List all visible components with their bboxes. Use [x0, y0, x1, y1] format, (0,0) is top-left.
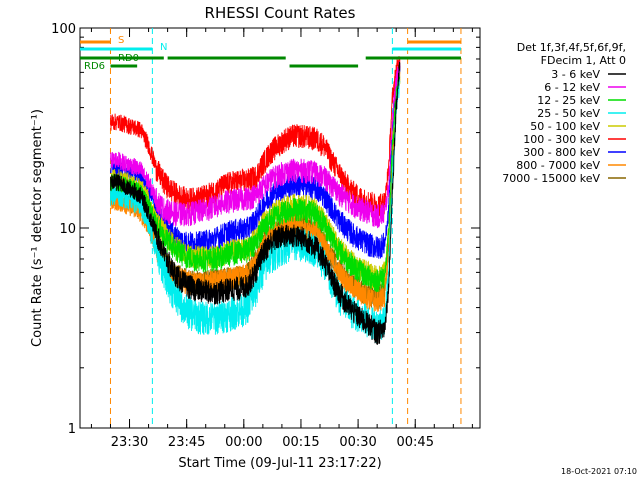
series-line	[110, 61, 401, 346]
chart-title: RHESSI Count Rates	[205, 4, 356, 22]
plot-area: 1 10 100 23:30 23:45 00:00 00:15 00:30 00:45 S N RD…	[51, 22, 481, 450]
flag-label: RD6	[84, 61, 105, 72]
footer-date: 18-Oct-2021 07:10	[561, 467, 637, 476]
legend-entry-label: 7000 - 15000 keV	[502, 172, 600, 185]
x-tick-label: 23:45	[168, 435, 205, 450]
x-tick-label: 00:45	[397, 435, 434, 450]
x-axis-label: Start Time (09-Jul-11 23:17:22)	[178, 456, 381, 471]
legend-entry-label: 25 - 50 keV	[537, 107, 600, 120]
flag-label: RD0	[118, 53, 139, 64]
y-tick-label: 100	[51, 22, 76, 37]
x-tick-label: 00:00	[225, 435, 262, 450]
y-tick-label: 10	[59, 222, 76, 237]
y-axis-label: Count Rate (s⁻¹ detector segment⁻¹)	[30, 109, 45, 347]
legend-entry-label: 100 - 300 keV	[523, 133, 600, 146]
legend: Det 1f,3f,4f,5f,6f,9f, FDecim 1, Att 0 3…	[502, 41, 626, 185]
legend-entry-label: 12 - 25 keV	[537, 94, 600, 107]
series-line	[110, 61, 401, 229]
legend-header-line-2: FDecim 1, Att 0	[541, 54, 626, 67]
legend-entry-label: 800 - 7000 keV	[516, 159, 600, 172]
x-tick-label: 00:30	[339, 435, 376, 450]
legend-entry-label: 3 - 6 keV	[551, 68, 600, 81]
legend-entry-label: 6 - 12 keV	[544, 81, 600, 94]
series-line	[110, 56, 401, 218]
y-tick-label: 1	[68, 422, 76, 437]
legend-header-line-1: Det 1f,3f,4f,5f,6f,9f,	[517, 41, 626, 54]
flag-label: S	[118, 35, 124, 46]
flag-label: N	[160, 42, 167, 53]
x-tick-label: 00:15	[282, 435, 319, 450]
legend-entry-label: 50 - 100 keV	[530, 120, 600, 133]
legend-entry-label: 300 - 800 keV	[523, 146, 600, 159]
x-tick-label: 23:30	[111, 435, 148, 450]
